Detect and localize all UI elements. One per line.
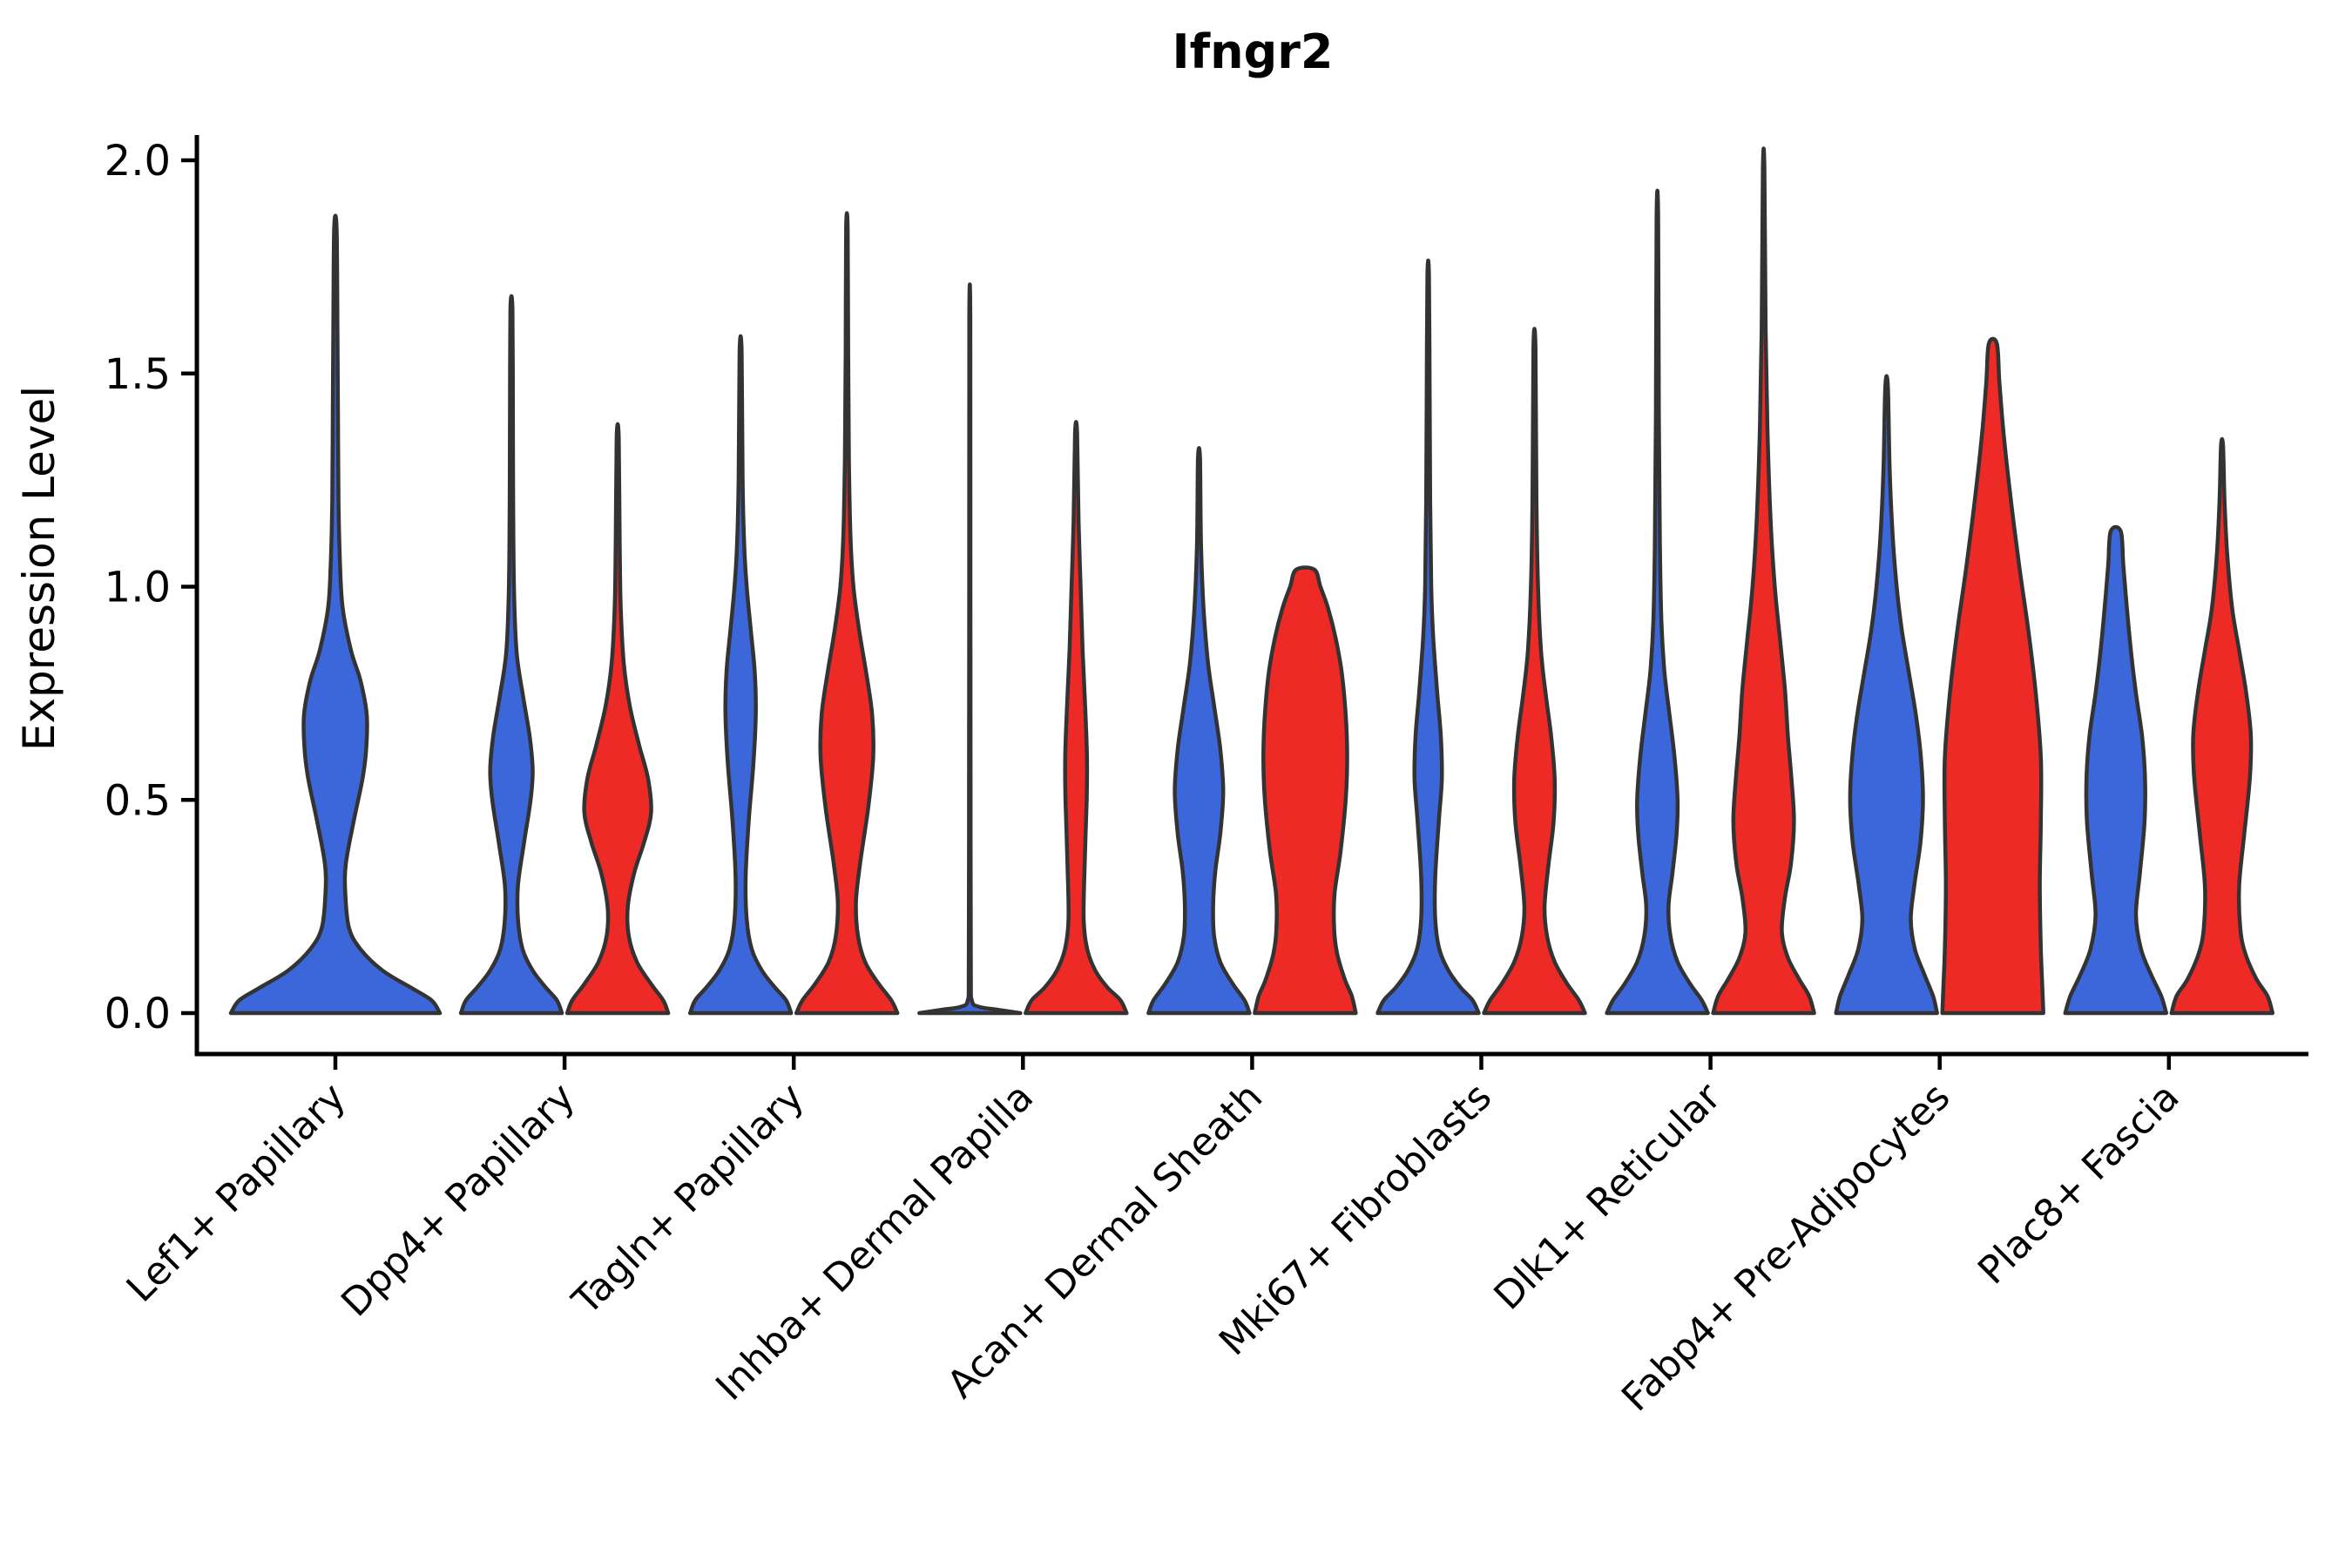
violin-dpp4-papillary-blue bbox=[458, 294, 564, 1016]
violin-tagln-papillary-red bbox=[794, 211, 900, 1016]
violin-fabp4-pre-adipocytes-blue bbox=[1834, 374, 1939, 1016]
violin-acan-dermal-sheath-blue bbox=[1146, 446, 1252, 1016]
y-tick-label: 2.0 bbox=[105, 137, 171, 186]
y-tick-label: 1.0 bbox=[105, 564, 171, 612]
violin-mki67-fibroblasts-red bbox=[1482, 327, 1587, 1016]
violin-mki67-fibroblasts-blue bbox=[1375, 258, 1481, 1016]
y-tick-label: 0.5 bbox=[105, 776, 171, 825]
violin-plac8-fascia-red bbox=[2169, 436, 2275, 1016]
violin-inhba-dermal-papilla-red bbox=[1024, 420, 1129, 1016]
y-tick-label: 0.0 bbox=[105, 990, 171, 1038]
violin-fabp4-pre-adipocytes-red bbox=[1940, 336, 2045, 1016]
violin-plac8-fascia-blue bbox=[2063, 524, 2169, 1016]
y-tick-label: 1.5 bbox=[105, 350, 171, 399]
x-tick-label: Tagln+ Papillary bbox=[564, 1075, 813, 1324]
violin-dlk1-reticular-blue bbox=[1605, 188, 1710, 1016]
violin-dlk1-reticular-red bbox=[1711, 146, 1816, 1016]
violin-acan-dermal-sheath-red bbox=[1253, 565, 1358, 1016]
x-tick-label: Dpp4+ Papillary bbox=[333, 1075, 584, 1326]
chart-title: Ifngr2 bbox=[1173, 24, 1334, 79]
violin-lef1-papillary-blue bbox=[228, 213, 443, 1016]
x-tick-label: Dlk1+ Reticular bbox=[1485, 1074, 1730, 1319]
violin-dpp4-papillary-red bbox=[564, 422, 671, 1016]
violin-tagln-papillary-blue bbox=[687, 334, 794, 1016]
y-axis-label: Expression Level bbox=[14, 386, 64, 751]
x-tick-label: Plac8+ Fascia bbox=[1970, 1075, 2188, 1294]
violin-inhba-dermal-papilla-blue bbox=[917, 282, 1023, 1016]
x-tick-label: Lef1+ Papillary bbox=[118, 1075, 355, 1311]
